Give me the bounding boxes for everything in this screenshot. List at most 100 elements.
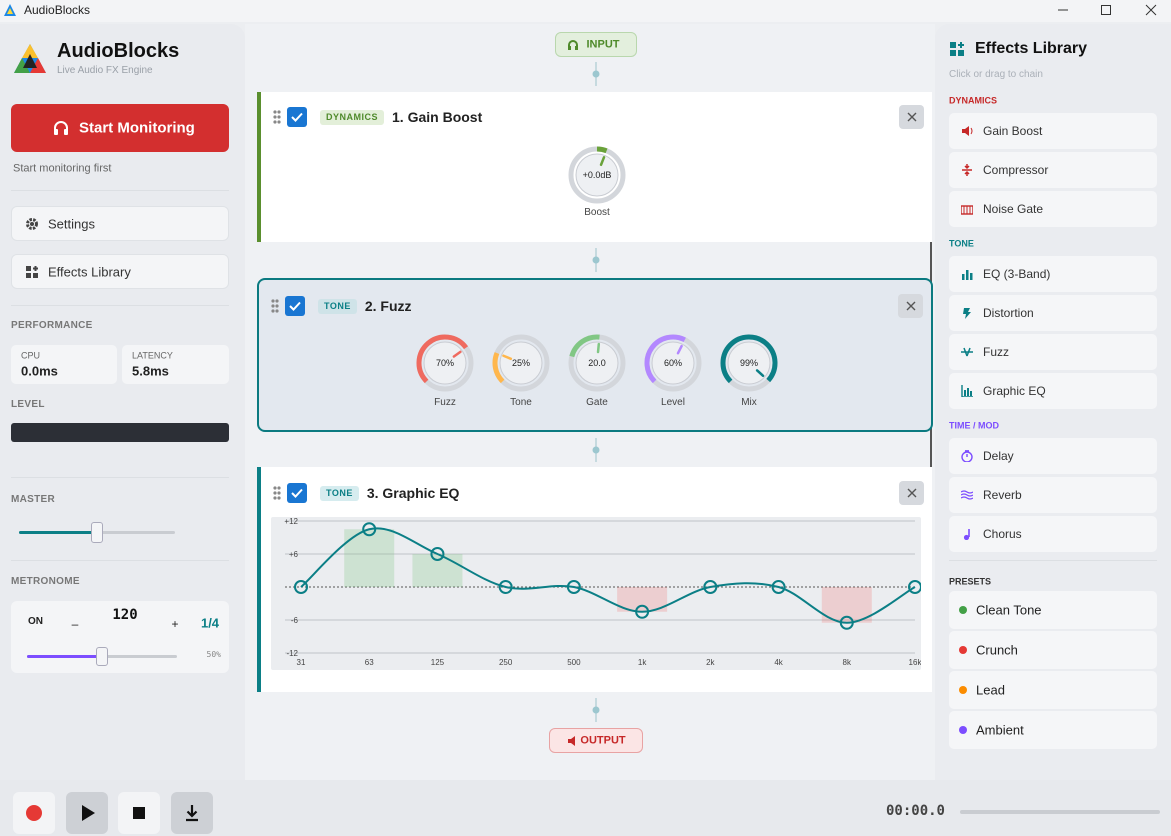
icon [961,490,973,500]
eq-handle[interactable] [839,615,854,630]
stop-button[interactable] [118,792,160,834]
section-heading: MASTER [11,494,56,505]
knob-face [499,341,543,385]
icon-shape [277,115,281,119]
icon [133,807,145,819]
knob-pointer [676,344,683,355]
icon [962,126,973,136]
y-tick-label: -6 [291,616,299,625]
library-item[interactable]: Compressor [949,152,1157,188]
metronome-bpm: 120 [112,607,138,623]
icon-shape [970,273,973,280]
enable-checkbox[interactable] [285,296,305,316]
library-item[interactable]: EQ (3-Band) [949,256,1157,292]
eq-handle[interactable] [294,580,308,594]
knob[interactable]: 70% [415,333,475,393]
enable-checkbox[interactable] [287,107,307,127]
chain-connector [592,62,600,86]
eq-handle[interactable] [771,580,786,594]
drag-handle[interactable] [273,486,281,500]
icon-shape [961,385,973,397]
eq-handle[interactable] [566,580,581,594]
library-item[interactable]: Gain Boost [949,113,1157,149]
effect-block: DYNAMICS 1. Gain Boost +0.0dB Boost [257,92,932,242]
stat-label: CPU [21,350,41,361]
library-item-label: Chorus [983,527,1022,541]
icon-shape [962,126,969,136]
eq-curve [300,527,916,624]
icon-shape [962,274,965,280]
remove-button[interactable] [899,481,924,505]
knob[interactable]: 99% [719,333,779,393]
master-fill [19,531,97,534]
drag-handle[interactable] [273,110,281,124]
transport-progress[interactable] [960,810,1160,814]
icon [959,686,967,694]
chain-connector [592,248,600,272]
eq-handle[interactable] [362,522,377,537]
remove-button[interactable] [899,105,924,129]
eq-handle[interactable] [635,604,650,619]
library-item[interactable]: Noise Gate [949,191,1157,227]
metronome-volume-thumb[interactable] [96,647,108,666]
knob-arc [569,334,600,358]
knob-arc [644,334,686,384]
library-item[interactable]: Delay [949,438,1157,474]
preset-item[interactable]: Ambient [949,711,1157,749]
knob-pointer [452,350,462,358]
icon-shape [289,301,301,311]
library-item[interactable]: Graphic EQ [949,373,1157,409]
library-item[interactable]: Distortion [949,295,1157,331]
status-text: Start monitoring first [13,162,112,175]
preset-item[interactable]: Crunch [949,631,1157,669]
icon-shape [961,347,973,357]
icon-shape [275,309,279,313]
library-group-heading: TIME / MOD [949,420,999,431]
icon-shape [14,58,30,73]
record-button[interactable] [13,792,55,834]
icon [26,266,38,278]
icon-shape [291,112,303,122]
library-item[interactable]: Fuzz [949,334,1157,370]
preset-item[interactable]: Clean Tone [949,591,1157,629]
x-tick-label: 4k [774,658,783,667]
knob[interactable]: 25% [491,333,551,393]
preset-item[interactable]: Lead [949,671,1157,709]
block-title: 3. Graphic EQ [366,485,460,501]
chain-endpoint: OUTPUT [549,728,643,753]
enable-checkbox[interactable] [287,483,307,503]
x-tick-label: 63 [365,658,374,667]
eq-handle[interactable] [430,547,445,561]
icon-shape [33,266,38,271]
icon-shape [964,390,966,396]
x-tick-label: 250 [499,658,513,667]
library-item[interactable]: Chorus [949,516,1157,552]
knob[interactable]: 60% [643,333,703,393]
icon [568,40,578,50]
icon [963,529,970,540]
icon-shape [907,488,917,498]
preset-label: Crunch [976,642,1018,658]
nav-button[interactable]: Settings [11,206,229,241]
start-monitoring-label: Start Monitoring [79,119,195,137]
eq-handle[interactable] [498,580,513,594]
drag-handle[interactable] [271,299,279,313]
icon-shape [26,218,38,230]
x-tick-label: 500 [567,658,581,667]
nav-button[interactable]: Effects Library [11,254,229,289]
eq-handle[interactable] [908,580,921,594]
knob[interactable]: +0.0dB [567,145,627,205]
library-item[interactable]: Reverb [949,477,1157,513]
icon-shape [1145,4,1157,16]
knob[interactable]: 20.0 [567,333,627,393]
chain-endpoint: INPUT [555,32,637,57]
start-monitoring-button[interactable]: Start Monitoring [11,104,229,152]
eq-handle[interactable] [703,580,718,594]
icon-shape [958,42,964,48]
play-button[interactable] [65,792,108,834]
stat-card: CPU 0.0ms [11,345,117,384]
icon-shape [575,46,578,50]
master-thumb[interactable] [91,522,103,543]
remove-button[interactable] [898,294,923,318]
export-button[interactable] [170,792,213,834]
